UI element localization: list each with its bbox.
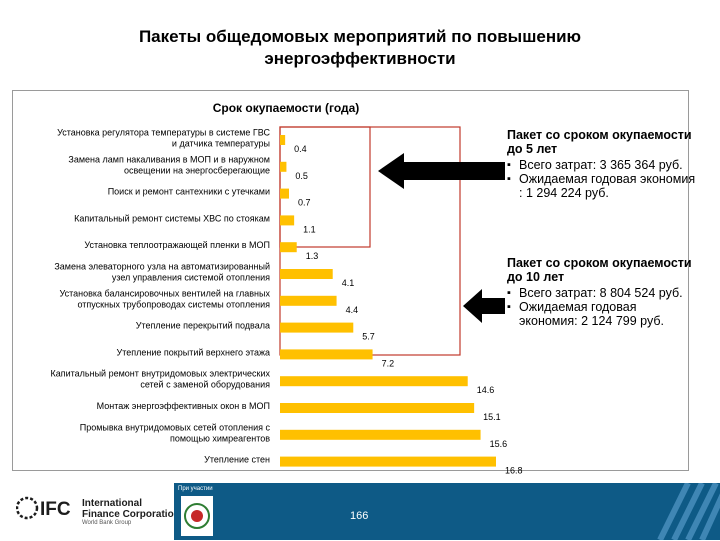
logo-text: IFC [40, 499, 71, 520]
category-label: Промывка внутридомовых сетей отопления с… [80, 422, 271, 443]
org-name: International Finance Corporation [82, 498, 180, 520]
bar [280, 429, 481, 440]
category-label: Капитальный ремонт системы ХВС по стояка… [74, 213, 270, 223]
bar-value-label: 4.1 [342, 278, 355, 288]
org-name-line-2: Finance Corporation [82, 509, 180, 520]
category-label: Утепление перекрытий подвала [136, 321, 270, 331]
bar-value-label: 5.7 [362, 332, 375, 342]
category-label: Монтаж энергоэффективных окон в МОП [97, 401, 270, 411]
bar-value-label: 15.1 [483, 412, 501, 422]
bar-value-label: 0.5 [295, 171, 308, 181]
bar [280, 161, 287, 172]
page-number: 166 [350, 510, 369, 522]
decorative-stripes [657, 483, 720, 540]
package-5-years: Пакет со сроком окупаемости до 5 лет Все… [507, 128, 697, 200]
package-annual-savings: Ожидаемая годовая экономия : 1 294 224 р… [507, 172, 697, 200]
bar-value-label: 15.6 [490, 439, 508, 449]
category-label: Установка теплоотражающей пленки в МОП [84, 240, 270, 250]
footer-band [174, 483, 720, 540]
footer: IFC International Finance Corporation Wo… [0, 483, 720, 540]
package-total-cost: Всего затрат: 8 804 524 руб. [507, 286, 697, 300]
bar [280, 376, 468, 387]
package-annual-savings: Ожидаемая годовая экономия: 2 124 799 ру… [507, 300, 697, 328]
partner-label: При участии [178, 486, 213, 492]
bar-value-label: 1.3 [306, 251, 319, 261]
arrow-to-10-year-box [463, 289, 505, 323]
partner-logo [181, 496, 213, 536]
bar [280, 215, 295, 226]
category-label: Утепление стен [204, 455, 270, 465]
bar-value-label: 0.7 [298, 198, 311, 208]
org-subtitle: World Bank Group [82, 520, 132, 526]
package-title: Пакет со сроком окупаемости до 5 лет [507, 128, 692, 156]
bar-value-label: 14.6 [477, 385, 495, 395]
bar [280, 269, 333, 279]
package-10-years: Пакет со сроком окупаемости до 10 лет Вс… [507, 256, 697, 328]
chart-title: Срок окупаемости (года) [213, 101, 360, 115]
category-label: Поиск и ремонт сантехники с утечками [108, 187, 270, 197]
arrow-to-5-year-box [378, 153, 505, 189]
package-title: Пакет со сроком окупаемости до 10 лет [507, 256, 692, 284]
package-total-cost: Всего затрат: 3 365 364 руб. [507, 158, 697, 172]
org-name-line-1: International [82, 498, 143, 509]
bar [280, 295, 337, 306]
bar-value-label: 4.4 [346, 305, 359, 315]
bar-value-label: 7.2 [382, 358, 395, 368]
bar [280, 135, 286, 145]
slide-title: Пакеты общедомовых мероприятий по повыше… [60, 26, 660, 70]
slide-title-line-1: Пакеты общедомовых мероприятий по повыше… [138, 27, 582, 46]
slide-title-line-2: энергоэффективности [264, 49, 456, 68]
ifc-logo: IFC [16, 496, 71, 520]
bar [280, 456, 496, 467]
payback-chart: Срок окупаемости (года) 0.4 Установка рег… [51, 101, 523, 476]
category-label: Замена элеваторного узла на автоматизиро… [54, 262, 270, 283]
category-label: Установка регулятора температуры в систе… [57, 128, 270, 149]
category-label: Установка балансировочных вентилей на гл… [59, 288, 270, 309]
chart-frame [12, 90, 689, 471]
bar [280, 242, 297, 253]
package-details: Всего затрат: 8 804 524 руб. Ожидаемая г… [507, 286, 697, 328]
bar-value-label: 0.4 [294, 144, 307, 154]
package-details: Всего затрат: 3 365 364 руб. Ожидаемая г… [507, 158, 697, 200]
bar [280, 403, 475, 413]
category-label: Утепление покрытий верхнего этажа [117, 347, 270, 357]
bar [280, 188, 289, 199]
category-label: Капитальный ремонт внутридомовых электри… [51, 369, 271, 390]
bar [280, 322, 354, 333]
category-label: Замена ламп накаливания в МОП и в наружн… [68, 154, 270, 175]
bar-value-label: 1.1 [303, 224, 316, 234]
bar [280, 349, 373, 360]
bar-value-label: 16.8 [505, 466, 523, 476]
